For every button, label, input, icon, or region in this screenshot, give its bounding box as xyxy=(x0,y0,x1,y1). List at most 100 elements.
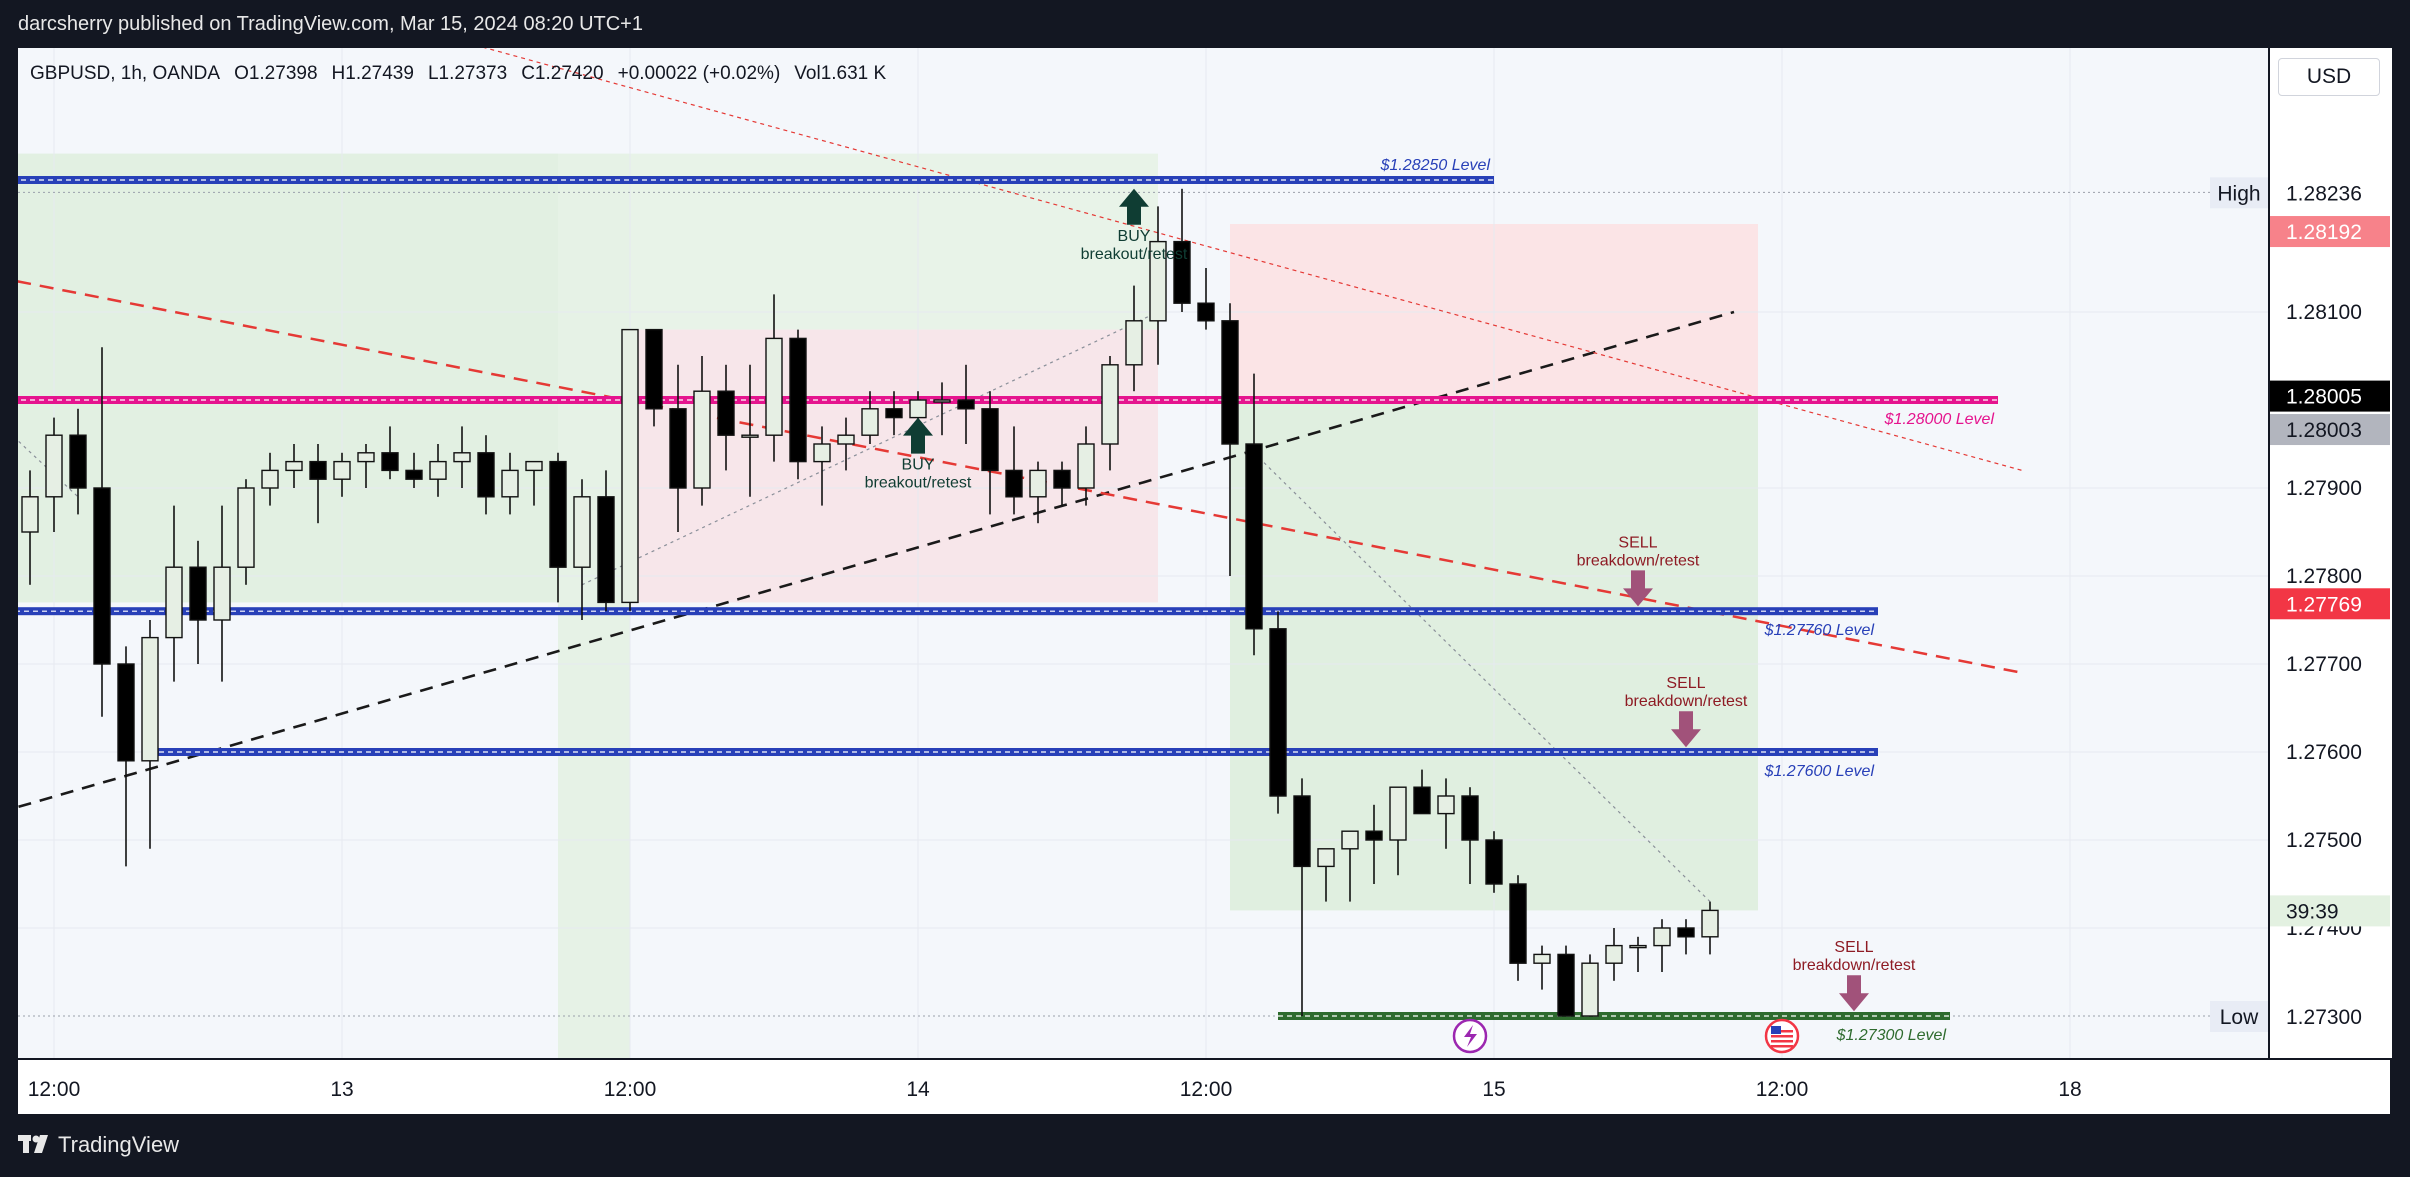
bullish-candle xyxy=(1101,364,1119,445)
bullish-candle xyxy=(1629,944,1647,949)
bearish-candle xyxy=(1509,883,1527,964)
bullish-candle xyxy=(1605,944,1623,964)
time-tick-label: 12:00 xyxy=(28,1078,81,1101)
signal-subtitle: breakdown/retest xyxy=(1793,957,1916,974)
time-tick-label: 12:00 xyxy=(1180,1078,1233,1101)
candlestick-chart[interactable]: $1.28250 Level $1.28000 Level $1.27760 Lev… xyxy=(18,48,2268,1058)
signal-subtitle: breakdown/retest xyxy=(1625,693,1748,710)
bullish-candle xyxy=(1029,469,1047,498)
price-tick-label: 1.27900 xyxy=(2286,477,2362,500)
bullish-candle xyxy=(933,399,951,403)
price-axis[interactable]: 1.28100 1.27900 1.27800 1.27700 1.27600 1.275… xyxy=(2270,48,2392,1116)
bullish-candle xyxy=(573,496,591,568)
bullish-candle xyxy=(813,443,831,463)
time-tick-label: 18 xyxy=(2058,1078,2081,1101)
bullish-candle xyxy=(1077,443,1095,489)
bearish-candle xyxy=(1173,240,1191,304)
bearish-candle xyxy=(789,337,807,463)
bearish-candle xyxy=(1365,830,1383,841)
bullish-candle xyxy=(501,469,519,498)
bullish-candle xyxy=(765,337,783,436)
bearish-candle xyxy=(669,408,687,489)
bullish-candle xyxy=(525,460,543,472)
sell-arrow-icon xyxy=(1623,570,1653,607)
bullish-candle xyxy=(1317,848,1335,868)
bearish-candle xyxy=(1005,469,1023,498)
price-badge xyxy=(2270,1001,2390,1032)
bullish-candle xyxy=(237,487,255,568)
bearish-candle xyxy=(1197,302,1215,322)
price-badge xyxy=(2270,177,2390,209)
bullish-candle xyxy=(453,452,471,463)
bullish-candle xyxy=(141,636,159,762)
bearish-candle xyxy=(189,566,207,621)
change-value: +0.00022 (+0.02%) xyxy=(617,63,781,84)
signal-subtitle: breakout/retest xyxy=(865,475,972,492)
price-badge-value: 1.27769 xyxy=(2286,593,2362,616)
price-tag-label-bg xyxy=(2210,177,2268,209)
bearish-candle xyxy=(549,460,567,568)
signal-subtitle: breakout/retest xyxy=(1081,246,1188,263)
price-badge xyxy=(2270,216,2390,248)
flash-bolt-icon xyxy=(1464,1025,1477,1047)
level-label: $1.27760 Level xyxy=(1764,622,1875,639)
bullish-candle xyxy=(693,390,711,489)
bearish-candle xyxy=(645,328,663,410)
level-band xyxy=(18,607,1878,616)
flag-stripe xyxy=(1771,1035,1793,1038)
level-band xyxy=(18,396,1998,404)
bullish-candle xyxy=(21,496,39,533)
bearish-candle xyxy=(309,460,327,480)
time-axis[interactable]: 12:00 13 12:00 14 12:00 15 12:00 18 xyxy=(18,1060,2390,1116)
level-label: $1.27300 Level xyxy=(1836,1027,1947,1044)
symbol-label[interactable]: GBPUSD, 1h, OANDA xyxy=(30,63,221,84)
bearish-candle xyxy=(1557,953,1575,1017)
price-tick-label: 1.28100 xyxy=(2286,301,2362,324)
level-band xyxy=(18,176,1494,184)
level-label: $1.28000 Level xyxy=(1884,411,1995,428)
bearish-candle xyxy=(1245,443,1263,630)
price-badge xyxy=(2270,588,2390,620)
tradingview-logo[interactable]: TradingView xyxy=(18,1132,179,1158)
chart-pane[interactable]: $1.28250 Level $1.28000 Level $1.27760 Lev… xyxy=(18,48,2268,1058)
bullish-candle xyxy=(45,434,63,498)
price-badge-value: 1.28192 xyxy=(2286,221,2362,244)
tradingview-logo-text: TradingView xyxy=(58,1132,180,1157)
bullish-candle xyxy=(1389,786,1407,841)
signal-subtitle: breakdown/retest xyxy=(1577,552,1700,569)
bullish-candle xyxy=(837,434,855,445)
time-scale[interactable]: 12:00 13 12:00 14 12:00 15 12:00 18 xyxy=(18,1058,2390,1116)
signal-title: SELL xyxy=(1666,675,1705,692)
price-tick-label: 1.27700 xyxy=(2286,653,2362,676)
projection-line xyxy=(1253,452,1711,903)
time-tick-label: 12:00 xyxy=(604,1078,657,1101)
bearish-candle xyxy=(885,408,903,419)
price-tick-label: 1.27800 xyxy=(2286,565,2362,588)
flag-canton xyxy=(1771,1026,1781,1034)
bullish-candle xyxy=(909,399,927,419)
flag-stripe xyxy=(1771,1030,1793,1033)
bearish-candle xyxy=(1053,469,1071,489)
bullish-candle xyxy=(861,408,879,436)
publish-line: darcsherry published on TradingView.com,… xyxy=(18,13,643,35)
bullish-candle xyxy=(1437,795,1455,815)
bullish-candle xyxy=(165,566,183,639)
sell-arrow-icon xyxy=(1671,711,1701,748)
currency-selector[interactable]: USD xyxy=(2278,58,2380,96)
ohlc-legend: GBPUSD, 1h, OANDA O1.27398 H1.27439 L1.2737… xyxy=(30,63,900,85)
sell-arrow-icon xyxy=(1839,975,1869,1012)
signal-title: SELL xyxy=(1618,534,1657,551)
price-badge xyxy=(2270,895,2390,927)
price-tag-label: Low xyxy=(2220,1006,2259,1029)
bullish-candle xyxy=(357,452,375,463)
bearish-trend-line-minor xyxy=(483,48,2023,471)
price-badge xyxy=(2270,380,2390,412)
bearish-candle xyxy=(1461,795,1479,841)
footer-bar xyxy=(0,1114,2410,1177)
price-tick-label: 1.27500 xyxy=(2286,829,2362,852)
bearish-candle xyxy=(1221,320,1239,445)
price-scale[interactable]: 1.28100 1.27900 1.27800 1.27700 1.27600 1.275… xyxy=(2268,48,2392,1116)
flag-stripe xyxy=(1771,1040,1793,1043)
buy-arrow-icon xyxy=(1119,188,1149,225)
volume-value: Vol1.631 K xyxy=(794,63,887,84)
